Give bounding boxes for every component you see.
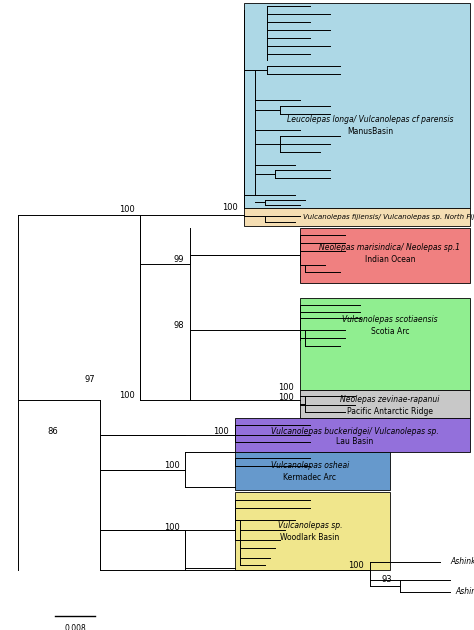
Text: Vulcanolepas scotiaensis: Vulcanolepas scotiaensis xyxy=(342,316,438,324)
Text: Vulcanolepas sp.: Vulcanolepas sp. xyxy=(278,520,342,529)
Text: Vulcanolepas fijiensis/ Vulcanolepas sp. North Fiji Basin: Vulcanolepas fijiensis/ Vulcanolepas sp.… xyxy=(302,214,474,220)
Text: Neolepas marisindica/ Neolepas sp.1: Neolepas marisindica/ Neolepas sp.1 xyxy=(319,244,461,253)
Text: Vulcanolepas osheai: Vulcanolepas osheai xyxy=(271,462,349,471)
Bar xyxy=(300,390,470,418)
Text: Pacific Antarctic Ridge: Pacific Antarctic Ridge xyxy=(347,408,433,416)
Text: 0.008: 0.008 xyxy=(64,624,86,630)
Text: 98: 98 xyxy=(173,321,184,331)
Text: 100: 100 xyxy=(164,524,180,532)
Text: Kermadec Arc: Kermadec Arc xyxy=(283,472,337,481)
Text: Ashinkailepas kermadecensis: Ashinkailepas kermadecensis xyxy=(455,588,474,597)
Text: 100: 100 xyxy=(119,205,135,214)
Text: 100: 100 xyxy=(164,462,180,471)
Text: Neolepas zevinae-rapanui: Neolepas zevinae-rapanui xyxy=(340,396,440,404)
Text: 100: 100 xyxy=(119,391,135,399)
Text: 100: 100 xyxy=(278,384,294,392)
Text: Ashinkailepas seepiophila: Ashinkailepas seepiophila xyxy=(450,558,474,566)
Text: 100: 100 xyxy=(348,561,364,571)
Text: Leucolepas longa/ Vulcanolepas cf parensis: Leucolepas longa/ Vulcanolepas cf parens… xyxy=(287,115,453,125)
Text: 86: 86 xyxy=(47,428,58,437)
Bar xyxy=(235,452,390,490)
Text: Indian Ocean: Indian Ocean xyxy=(365,256,415,265)
Bar xyxy=(235,492,390,570)
Text: ManusBasin: ManusBasin xyxy=(347,127,393,137)
Text: Scotia Arc: Scotia Arc xyxy=(371,328,409,336)
Bar xyxy=(244,208,470,226)
Text: 99: 99 xyxy=(173,256,184,265)
Text: Woodlark Basin: Woodlark Basin xyxy=(281,532,340,542)
Bar xyxy=(300,298,470,390)
Text: 97: 97 xyxy=(84,375,95,384)
Text: Lau Basin: Lau Basin xyxy=(337,437,374,447)
Text: 93: 93 xyxy=(382,575,392,585)
Text: Vulcanolepas buckeridgei/ Vulcanolepas sp.: Vulcanolepas buckeridgei/ Vulcanolepas s… xyxy=(271,428,439,437)
Text: 100: 100 xyxy=(278,394,294,403)
Bar xyxy=(235,418,470,452)
Text: 100: 100 xyxy=(213,428,229,437)
Bar xyxy=(244,3,470,208)
Bar xyxy=(300,228,470,283)
Text: 100: 100 xyxy=(222,203,238,212)
